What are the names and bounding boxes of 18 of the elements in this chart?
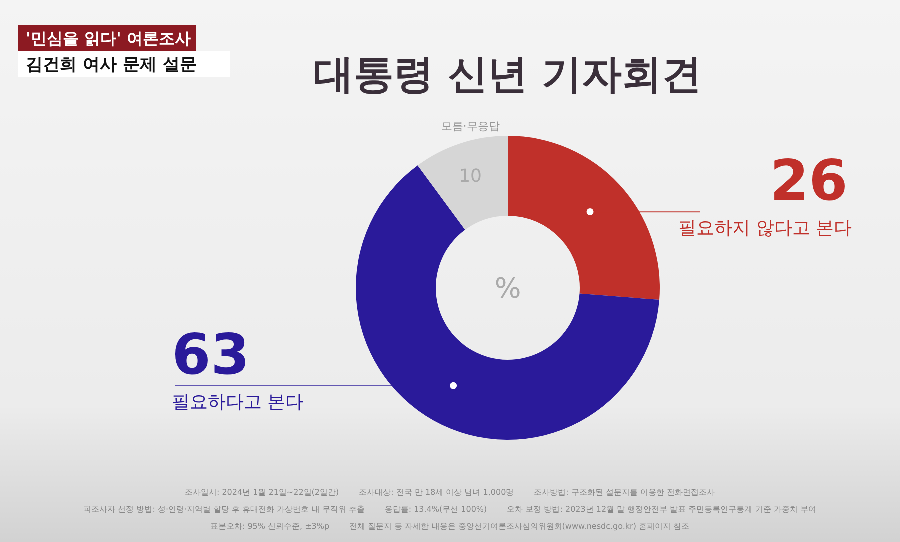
data-label: 26 [770, 149, 848, 214]
text: 조사대상: 전국 만 18세 이상 남녀 1,000명 [359, 488, 514, 497]
text: 오차 보정 방법: 2023년 12월 말 행정안전부 발표 주민등록인구통계 기준 가중치 부여 [507, 505, 816, 514]
donut-slice [418, 136, 508, 230]
text: '민심을 읽다' 여론조사 [26, 29, 191, 48]
text: 피조사자 선정 방법: 성·연령·지역별 할당 후 휴대전화 가상번호 내 무작위 추출 [84, 505, 365, 514]
slice-label: 필요하지 않다고 본다 [678, 218, 852, 240]
text: 전체 질문지 등 자세한 내용은 중앙선거여론조사심의위원회(www.nesdc.go.kr) 홈페이지 참조 [350, 522, 690, 531]
text: 조사일시: 2024년 1월 21일~22일(2일간) [184, 488, 340, 497]
chart-title: 대통령 신년 기자회견 [314, 52, 702, 98]
text: 조사방법: 구조화된 설문지를 이용한 전화면접조사 [534, 488, 716, 497]
text: % [494, 272, 522, 305]
slice-label: 필요하다고 본다 [172, 392, 304, 413]
data-label: 63 [172, 322, 250, 388]
slice-label: 모름·무응답 [441, 120, 500, 133]
text: 응답률: 13.4%(무선 100%) [384, 505, 488, 514]
text: 김건희 여사 문제 설문 [26, 55, 197, 75]
text: 표본오차: 95% 신뢰수준, ±3%p [210, 522, 330, 531]
